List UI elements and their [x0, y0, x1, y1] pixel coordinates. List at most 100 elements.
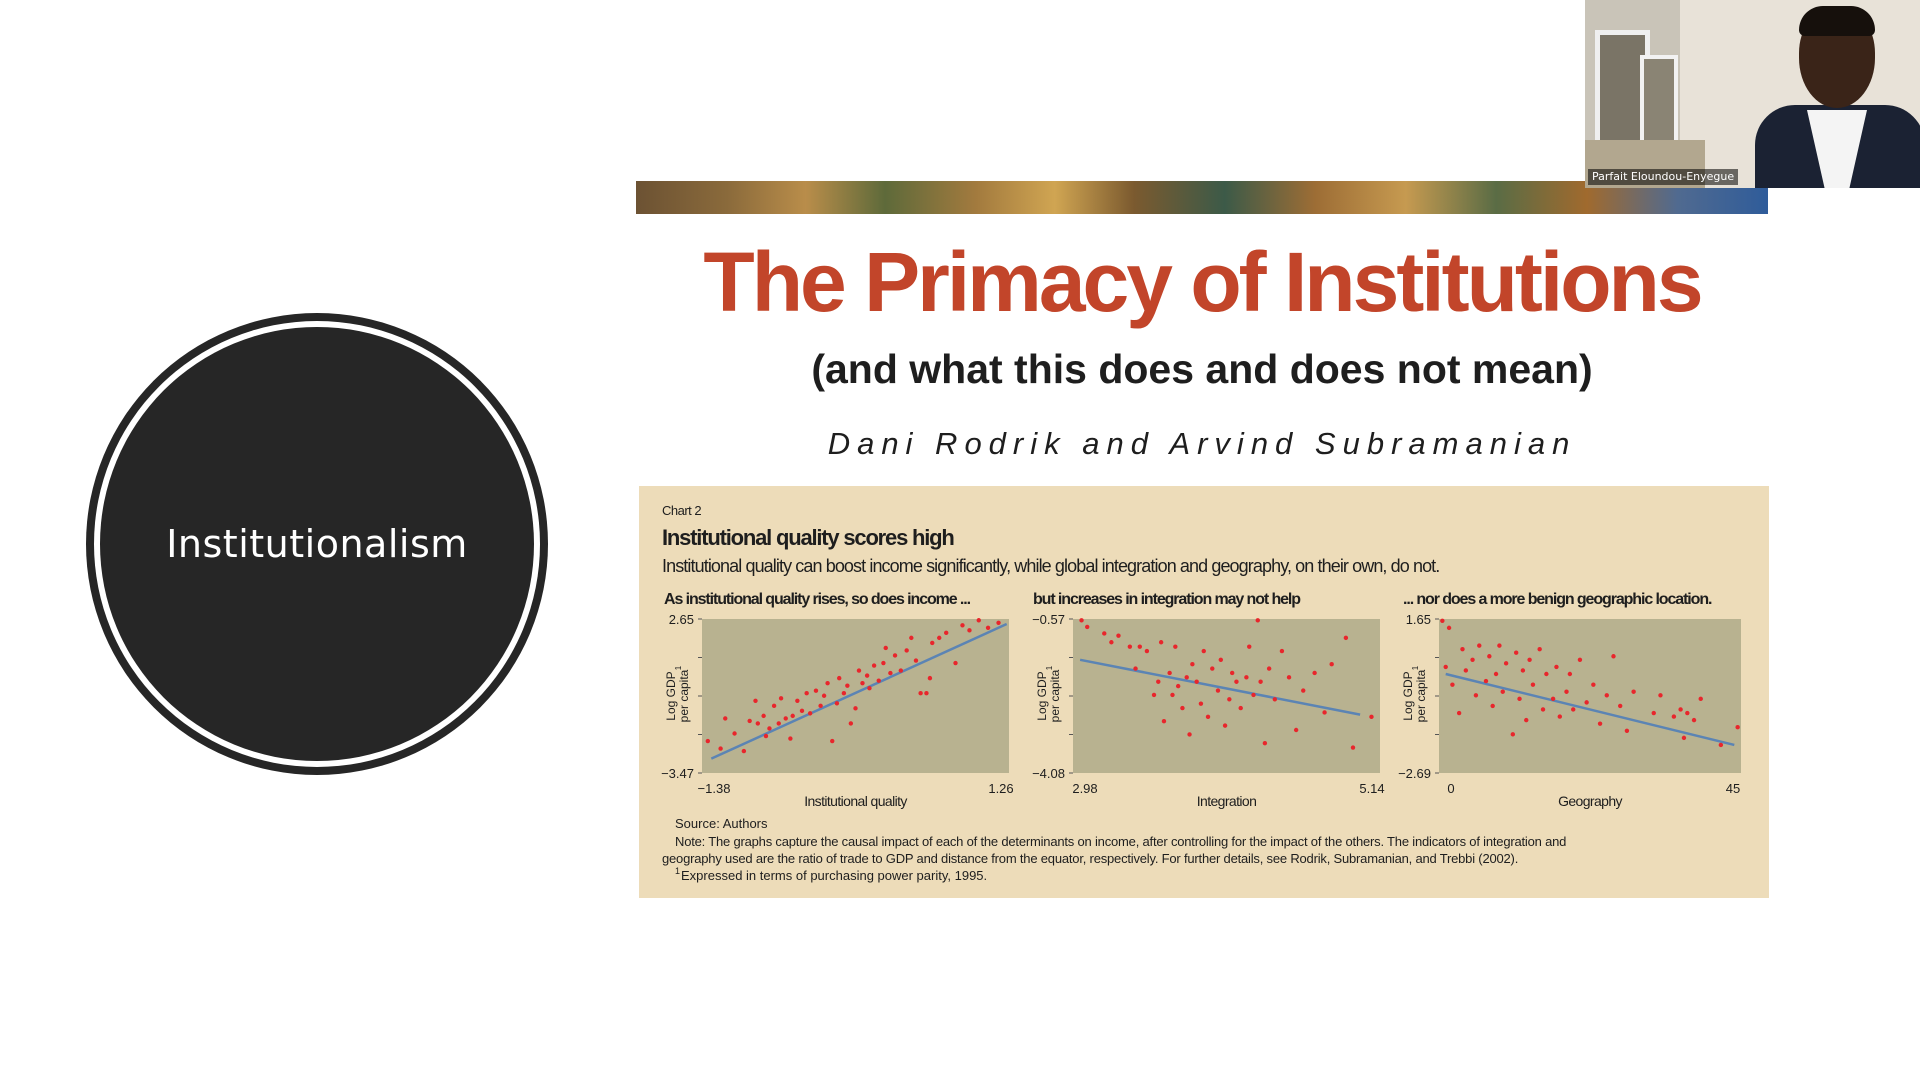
data-point [1443, 664, 1448, 670]
plot-title-2: but increases in integration may not hel… [1033, 591, 1301, 608]
data-point [1180, 705, 1185, 711]
trend-line-1 [710, 622, 1008, 760]
data-point [795, 698, 800, 703]
data-point [1234, 679, 1239, 684]
data-point [1735, 725, 1740, 730]
data-point [1597, 721, 1603, 726]
data-point [1170, 692, 1175, 698]
data-point [1350, 745, 1356, 750]
chart-footnote: Expressed in terms of purchasing power p… [681, 868, 987, 883]
data-point [1293, 727, 1299, 733]
data-point [763, 733, 769, 739]
data-point [755, 721, 761, 726]
data-point [1681, 735, 1687, 741]
x-tick-label-left: −1.38 [698, 781, 731, 796]
data-point [1611, 654, 1616, 659]
data-point [1137, 644, 1143, 649]
video-window-frame-2 [1640, 55, 1678, 148]
data-point [1190, 661, 1195, 667]
data-point [1286, 675, 1292, 680]
data-point [1567, 671, 1573, 677]
data-point [1144, 648, 1150, 654]
article-authors: Dani Rodrik and Arvind Subramanian [827, 426, 1577, 461]
data-point [909, 635, 914, 641]
data-point [1658, 693, 1663, 698]
data-point [1490, 703, 1495, 709]
data-point [1329, 661, 1334, 667]
data-point [813, 688, 819, 693]
data-point [1102, 631, 1107, 636]
data-point [767, 726, 772, 731]
data-point [753, 698, 758, 703]
data-point [1175, 683, 1181, 689]
data-point [1151, 692, 1157, 698]
data-point [1222, 723, 1228, 728]
y-axis-label-line1: Log GDP [664, 671, 678, 720]
data-point [1450, 682, 1455, 687]
y-tick-label-bottom: −4.08 [1032, 766, 1065, 781]
data-point [848, 721, 854, 726]
data-point [1085, 624, 1090, 630]
data-point [1685, 710, 1690, 716]
data-point [1247, 644, 1252, 649]
chart-note-line1: Note: The graphs capture the causal impa… [675, 834, 1566, 849]
data-point [892, 653, 898, 658]
x-tick-label-right: 5.14 [1359, 781, 1384, 796]
article-subtitle: (and what this does and does not mean) [811, 346, 1593, 392]
data-point [821, 693, 827, 698]
y-tick-label-top: 1.65 [1406, 612, 1431, 627]
data-point [898, 668, 904, 673]
data-point [1527, 657, 1532, 663]
data-point [985, 625, 991, 631]
x-tick-label-left: 0 [1447, 781, 1454, 796]
data-point [1161, 719, 1167, 724]
data-point [761, 713, 766, 719]
data-point [1116, 633, 1121, 638]
participant-video-tile[interactable]: Parfait Eloundou-Enyegue [1585, 0, 1920, 188]
data-point [856, 668, 862, 673]
data-point [1571, 707, 1576, 712]
data-point [1530, 682, 1536, 687]
data-point [924, 691, 929, 696]
data-point [1109, 640, 1114, 645]
data-point [837, 675, 842, 681]
data-point [1470, 657, 1475, 663]
data-point [1564, 689, 1569, 694]
data-point [825, 680, 830, 686]
y-axis-label-line1: Log GDP [1035, 671, 1049, 720]
data-point [1301, 688, 1306, 693]
data-point [1312, 670, 1317, 676]
scatter-plots: As institutional quality rises, so does … [661, 591, 1741, 809]
data-point [1520, 668, 1526, 673]
data-point [960, 623, 965, 628]
y-axis-label-line2: per capita [1048, 669, 1062, 722]
data-point [1483, 678, 1489, 684]
data-point [1158, 640, 1164, 645]
data-point [1079, 618, 1084, 623]
data-point [771, 703, 777, 709]
data-point [718, 746, 723, 751]
data-point [807, 711, 813, 716]
data-point [1198, 701, 1204, 706]
y-tick-label-bottom: −2.69 [1398, 766, 1431, 781]
data-point [1554, 664, 1559, 670]
data-point [1229, 670, 1235, 676]
data-point [1227, 697, 1232, 702]
data-point [1497, 643, 1502, 648]
data-point [927, 675, 933, 681]
data-point [1718, 742, 1724, 748]
data-point [996, 620, 1001, 625]
data-point [1218, 657, 1224, 663]
y-axis-label-line2: per capita [677, 669, 691, 722]
trend-line-2 [1079, 658, 1361, 716]
data-point [883, 645, 888, 651]
trend-line-3 [1445, 672, 1735, 747]
data-point [1544, 671, 1549, 677]
data-point [1550, 696, 1556, 702]
data-point [1517, 696, 1522, 702]
data-point [705, 738, 711, 744]
data-point [1698, 696, 1703, 702]
chart-description: Institutional quality can boost income s… [662, 556, 1439, 576]
data-point [937, 635, 942, 641]
data-point [1173, 644, 1178, 649]
